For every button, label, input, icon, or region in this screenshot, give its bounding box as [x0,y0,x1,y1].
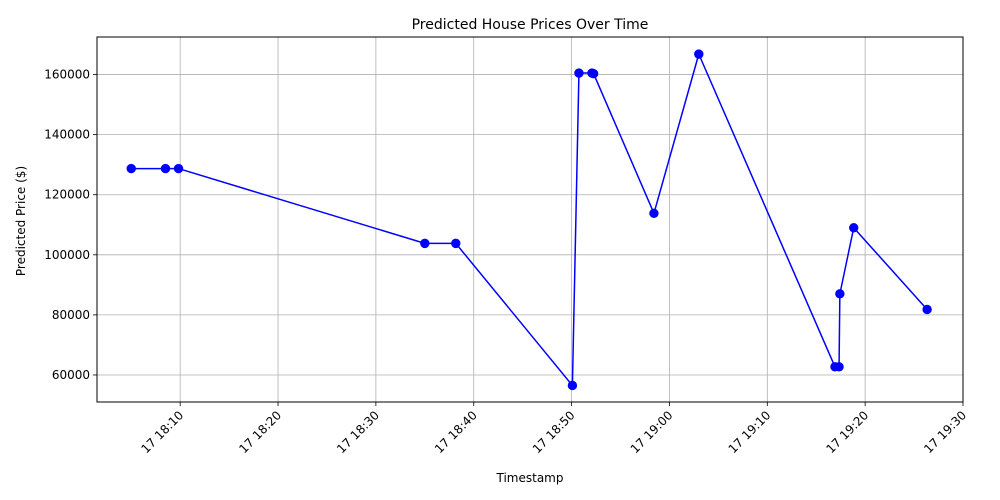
data-point-marker [849,223,859,233]
data-point-marker [588,68,599,79]
chart-title: Predicted House Prices Over Time [412,17,649,33]
plot-frame [96,36,964,403]
y-tick-label: 60000 [52,368,90,382]
data-point-marker [649,208,659,219]
data-point-marker [694,49,704,59]
y-tick-label: 120000 [44,188,90,202]
data-point-marker [160,163,171,174]
y-tick-label: 80000 [52,308,90,322]
y-axis-label: Predicted Price ($) [14,166,28,276]
x-axis-label: Timestamp [496,471,564,485]
data-point-marker [567,380,578,391]
data-point-marker [835,289,845,299]
data-point-marker [126,163,136,174]
data-point-marker [173,163,184,174]
y-tick-label: 100000 [44,248,90,262]
data-point-marker [451,238,461,249]
data-point-marker [574,68,584,78]
data-series [126,49,932,391]
y-tick-label: 160000 [44,68,90,82]
data-point-marker [834,362,844,372]
data-point-marker [922,304,932,315]
data-point-marker [420,238,430,249]
y-tick-label: 140000 [44,128,90,142]
